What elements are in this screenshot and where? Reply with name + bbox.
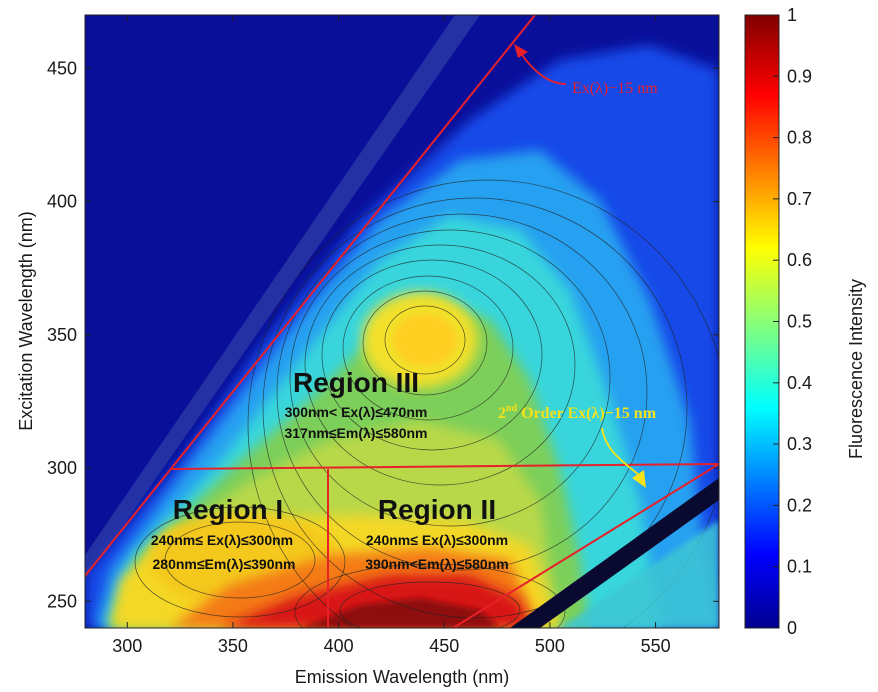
region-iii-ex-range: 300nm< Ex(λ)≤470nm (285, 404, 428, 420)
second-order-sup: nd (506, 403, 518, 414)
region-ii-ex-range: 240nm≤ Ex(λ)≤300nm (366, 532, 508, 548)
colorbar-ticks: 0 0.1 0.2 0.3 0.4 0.5 0.6 0.7 0.8 0.9 1 (773, 5, 812, 638)
colorbar-tick-label: 0.7 (787, 189, 812, 209)
colorbar-tick-label: 0.3 (787, 434, 812, 454)
x-tick-label: 300 (112, 636, 142, 656)
second-order-prefix: 2 (498, 405, 506, 422)
region-boundaries (84, 14, 720, 629)
contour-line (294, 563, 566, 628)
colorbar-label: Fluorescence Intensity (846, 279, 866, 459)
colorbar-tick-label: 0.2 (787, 495, 812, 515)
region-ii-em-range: 390nm<Em(λ)≤580nm (365, 556, 508, 572)
contour-line (321, 259, 543, 451)
field-peak-iii-core (393, 314, 457, 366)
x-axis-label: Emission Wavelength (nm) (295, 667, 509, 687)
contour-line (134, 506, 346, 618)
contour-line (342, 275, 514, 421)
annotations: Ex(λ)−15 nm 2nd Order Ex(λ)−15 nm (498, 44, 658, 488)
x-tick-label: 400 (324, 636, 354, 656)
region-labels: Region III 300nm< Ex(λ)≤470nm 317nm≤Em(λ… (151, 367, 509, 572)
second-order-annotation: 2nd Order Ex(λ)−15 nm (498, 403, 657, 422)
y-tick-label: 350 (47, 325, 77, 345)
region-i-ex-range: 240nm≤ Ex(λ)≤300nm (151, 532, 293, 548)
colorbar-tick-label: 0.6 (787, 250, 812, 270)
first-order-arrowhead (514, 44, 528, 58)
colorbar-tick-label: 0 (787, 618, 797, 638)
region-i-em-range: 280nm≤Em(λ)≤390nm (153, 556, 296, 572)
plot-area (85, 15, 719, 628)
x-tick-label: 350 (218, 636, 248, 656)
contour-line (362, 290, 488, 396)
region-ii-title: Region II (378, 494, 496, 525)
second-order-arrowhead (632, 470, 646, 488)
first-order-annotation: Ex(λ)−15 nm (572, 80, 658, 97)
x-tick-label: 500 (535, 636, 565, 656)
x-tick-label: 450 (429, 636, 459, 656)
y-tick-label: 300 (47, 458, 77, 478)
y-tick-label: 400 (47, 192, 77, 212)
first-order-line (84, 14, 536, 577)
contour-line (289, 229, 611, 527)
contour-line (262, 197, 688, 619)
contour-line (247, 179, 719, 628)
colorbar-tick-label: 0.9 (787, 66, 812, 86)
contour-line (276, 213, 648, 571)
colorbar-tick-label: 0.1 (787, 557, 812, 577)
plot-frame (84, 14, 720, 629)
first-order-arrow (519, 51, 567, 85)
field-darkred (300, 598, 500, 628)
contour-line (339, 581, 521, 628)
y-axis-ticks: 250 300 350 400 450 (47, 58, 719, 611)
region-iii-em-range: 317nm≤Em(λ)≤580nm (285, 425, 428, 441)
y-tick-label: 250 (47, 591, 77, 611)
first-order-scatter-band (85, 15, 480, 580)
second-order-scatter-glow (560, 520, 719, 628)
y-tick-label: 450 (47, 58, 77, 78)
colorbar-tick-label: 1 (787, 5, 797, 25)
colorbar-tick-label: 0.5 (787, 312, 812, 332)
contour-line (384, 305, 466, 375)
x-axis-ticks: 300 350 400 450 500 550 (112, 15, 671, 656)
y-axis-label: Excitation Wavelength (nm) (16, 211, 36, 430)
second-order-line (452, 463, 720, 629)
contour-line (164, 521, 316, 599)
colorbar-tick-label: 0.4 (787, 373, 812, 393)
contour-line (304, 244, 576, 486)
second-order-rest: Order Ex(λ)−15 nm (517, 405, 657, 422)
colorbar-tick-label: 0.8 (787, 128, 812, 148)
region-iii-title: Region III (293, 367, 419, 398)
region-i-title: Region I (173, 494, 283, 525)
intensity-field (85, 45, 719, 628)
contour-lines (134, 179, 719, 628)
second-order-scatter-band (510, 478, 719, 628)
x-tick-label: 550 (641, 636, 671, 656)
second-order-arrow (601, 427, 641, 477)
